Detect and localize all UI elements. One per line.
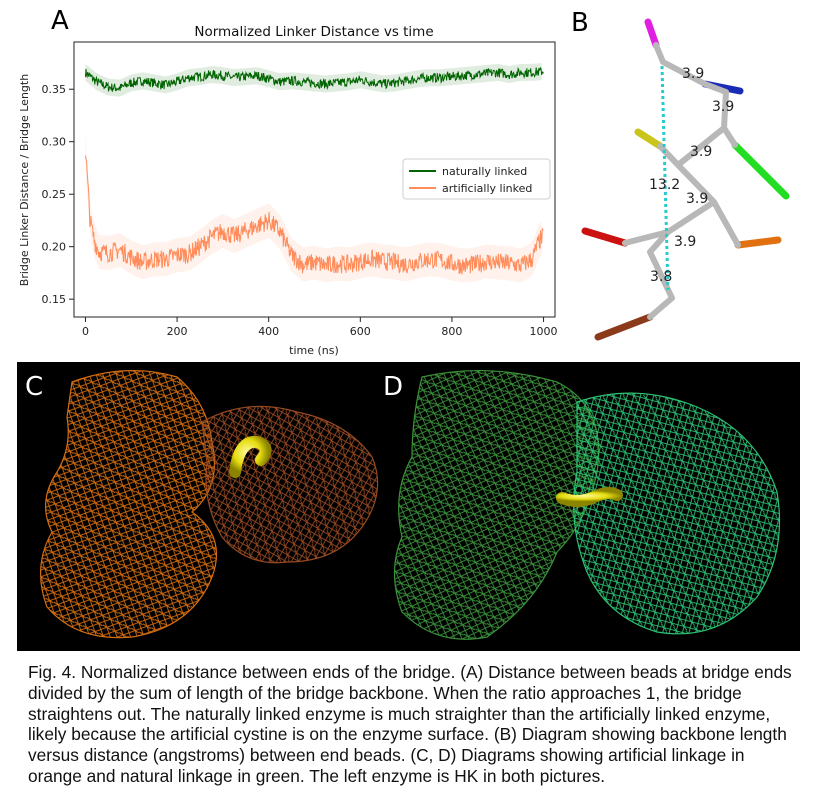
side-chain-orange (734, 236, 782, 249)
x-axis-ticks: 0 200 400 600 800 1000 (82, 317, 558, 338)
bond-label: 3.9 (682, 66, 704, 82)
panel-label-b: B (571, 8, 589, 38)
side-chain-green (731, 141, 790, 200)
y-tick-label: 0.20 (42, 241, 67, 254)
legend-label-naturally-linked: naturally linked (442, 165, 527, 178)
x-tick-label: 400 (258, 325, 279, 338)
figure-caption: Fig. 4. Normalized distance between ends… (28, 662, 792, 786)
y-tick-label: 0.25 (42, 188, 67, 201)
bond-label: 13.2 (649, 177, 680, 193)
y-tick-label: 0.35 (42, 83, 67, 96)
x-axis-label: time (ns) (289, 344, 339, 357)
y-tick-label: 0.15 (42, 293, 67, 306)
side-chain-sticks (581, 18, 790, 341)
x-tick-label: 0 (82, 325, 89, 338)
enzyme-artificial-right-mesh (201, 405, 379, 564)
legend: naturally linked artificially linked (402, 158, 551, 200)
end-to-end-distance-line (660, 65, 670, 291)
x-tick-label: 800 (441, 325, 462, 338)
side-chain-red (581, 227, 629, 247)
y-axis-label: Bridge Linker Distance / Bridge Length (18, 74, 31, 286)
x-tick-label: 200 (167, 325, 188, 338)
side-chain-magenta (644, 18, 660, 49)
series-line-naturally-linked (85, 67, 544, 92)
panel-label-c: C (25, 372, 43, 402)
side-chain-yellow (634, 128, 664, 150)
enzyme-natural-left-mesh (393, 369, 600, 640)
chart-title: Normalized Linker Distance vs time (194, 24, 433, 40)
series-line-artificially-linked (85, 155, 544, 275)
bond-label: 3.9 (686, 191, 708, 207)
enzyme-natural-right-mesh (573, 392, 781, 635)
x-tick-label: 1000 (530, 325, 558, 338)
side-chain-brown (594, 313, 654, 341)
bond-label: 3.9 (690, 144, 712, 160)
panel-label-a: A (51, 6, 69, 36)
panel-label-d: D (383, 372, 403, 402)
bridge-backbone-diagram: 3.9 3.9 3.9 13.2 3.9 3.9 3.8 (581, 18, 790, 341)
x-tick-label: 600 (350, 325, 371, 338)
bond-label: 3.8 (650, 269, 672, 285)
bond-label: 3.9 (712, 99, 734, 115)
enzyme-artificial-left-mesh (39, 369, 218, 639)
legend-label-artificially-linked: artificially linked (442, 182, 532, 195)
legend-frame (402, 158, 551, 200)
natural-linker-tube (556, 487, 623, 507)
backbone (622, 42, 741, 320)
y-tick-label: 0.30 (42, 136, 67, 149)
series-band-naturally-linked (85, 63, 542, 97)
artificial-linker-tube (229, 435, 272, 478)
y-axis-ticks: 0.15 0.20 0.25 0.30 0.35 (42, 83, 74, 306)
line-chart: 0 200 400 600 800 1000 0.15 0.20 0.25 0.30 0.35 N… (18, 24, 558, 357)
enzyme-renders: C D (17, 362, 800, 651)
enzyme-renders-svg: C D (25, 369, 781, 640)
plot-area-frame (73, 41, 556, 318)
bond-label: 3.9 (674, 234, 696, 250)
series-layer (85, 67, 544, 275)
